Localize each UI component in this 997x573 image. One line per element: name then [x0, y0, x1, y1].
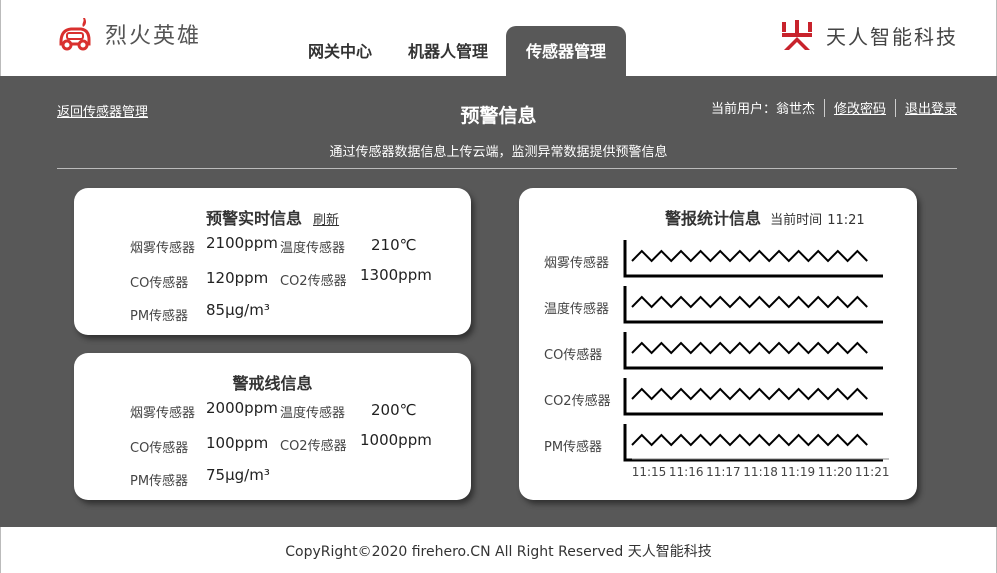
threshold-value: 75μg/m³ [206, 466, 270, 484]
refresh-link[interactable]: 刷新 [313, 213, 340, 228]
chart-series-line [631, 433, 868, 447]
page-subtitle: 通过传感器数据信息上传云端，监测异常数据提供预警信息 [329, 145, 668, 160]
sensor-label: CO2传感器 [280, 439, 347, 454]
sensor-value: 1300ppm [360, 266, 432, 284]
chart-series-axis [623, 240, 883, 278]
main-nav: 网关中心 机器人管理 传感器管理 [290, 26, 627, 76]
footer: CopyRight©2020 firehero.CN All Right Res… [0, 527, 997, 573]
separator [823, 98, 825, 117]
sensor-value: 120ppm [206, 269, 269, 287]
separator [894, 98, 896, 117]
sensor-label: 烟雾传感器 [130, 406, 196, 421]
chart-series-line [631, 295, 868, 309]
main-panel: 返回传感器管理 预警信息 当前用户： 翁世杰 修改密码 退出登录 通过传感器数据… [0, 76, 997, 527]
time-tick-label: 11:18 [743, 465, 778, 479]
logo-text: 烈火英雄 [105, 24, 202, 49]
current-time-value: 11:21 [827, 213, 865, 228]
chart-series-label: 温度传感器 [544, 302, 610, 317]
header-divider [57, 168, 957, 169]
company-logo-icon [782, 20, 812, 50]
alarm-stats-card: 警报统计信息 当前时间 11:21 烟雾传感器温度传感器 CO传感器 CO2传感器 P… [519, 188, 917, 500]
company-name: 天人智能科技 [826, 24, 958, 49]
sensor-value: 2100ppm [206, 234, 278, 252]
sensor-label: PM传感器 [130, 309, 189, 324]
change-password-link[interactable]: 修改密码 [833, 102, 886, 117]
top-header: 烈火英雄 网关中心 机器人管理 传感器管理 天人智能科技 [0, 0, 997, 76]
chart-series-label: PM传感器 [544, 440, 603, 455]
alarm-stats-title: 警报统计信息 [665, 209, 762, 228]
sensor-label: PM传感器 [130, 474, 189, 489]
sensor-label: 温度传感器 [280, 241, 346, 256]
sensor-label: CO传感器 [130, 276, 189, 291]
time-tick-label: 11:15 [632, 465, 667, 479]
sensor-label: 温度传感器 [280, 406, 346, 421]
copyright-text: CopyRight©2020 firehero.CN All Right Res… [285, 544, 712, 560]
sensor-label: CO2传感器 [280, 274, 347, 289]
threshold-value: 2000ppm [206, 399, 278, 417]
current-user-name: 翁世杰 [775, 102, 815, 117]
sensor-value: 85μg/m³ [206, 301, 270, 319]
tab-robot-management[interactable]: 机器人管理 [408, 42, 489, 61]
tab-sensor-management[interactable]: 传感器管理 [506, 26, 627, 76]
time-tick-label: 11:19 [781, 465, 816, 479]
logout-link[interactable]: 退出登录 [904, 102, 957, 117]
back-to-sensor-management-link[interactable]: 返回传感器管理 [57, 105, 149, 120]
sensor-label: 烟雾传感器 [130, 241, 196, 256]
realtime-alert-card: 预警实时信息 刷新 烟雾传感器 2100ppm 温度传感器 210℃ CO传感器… [74, 188, 471, 335]
time-tick-label: 11:16 [669, 465, 704, 479]
chart-series-label: CO传感器 [544, 348, 603, 363]
chart-series-axis [623, 332, 883, 370]
current-time-label: 当前时间 [770, 213, 823, 228]
threshold-value: 1000ppm [360, 431, 432, 449]
chart-series-label: 烟雾传感器 [544, 256, 610, 271]
threshold-value: 100ppm [206, 434, 269, 452]
company-brand: 天人智能科技 [780, 18, 958, 52]
alarm-stats-chart: 11:15 11:16 11:17 11:18 11:19 11:20 11:21 [623, 240, 890, 479]
app-logo[interactable]: 烈火英雄 [55, 14, 201, 54]
chart-series-line [631, 387, 868, 401]
threshold-title: 警戒线信息 [232, 374, 313, 393]
chart-series-line [631, 249, 868, 263]
chart-series-axis [623, 286, 883, 324]
chart-series-axis [623, 424, 883, 462]
time-tick-label: 11:20 [818, 465, 853, 479]
chart-series-label: CO2传感器 [544, 394, 611, 409]
time-tick-label: 11:21 [855, 465, 890, 479]
sensor-label: CO传感器 [130, 441, 189, 456]
fire-truck-logo-icon [59, 18, 91, 51]
chart-series-line [631, 341, 868, 355]
tab-gateway-center[interactable]: 网关中心 [308, 42, 373, 61]
time-tick-label: 11:17 [706, 465, 741, 479]
current-user-label: 当前用户： [710, 102, 776, 117]
sensor-value: 210℃ [371, 236, 417, 254]
user-bar: 当前用户： 翁世杰 修改密码 退出登录 [711, 98, 957, 117]
chart-series-axis [623, 378, 883, 416]
realtime-alert-title: 预警实时信息 [205, 209, 302, 228]
threshold-card: 警戒线信息 烟雾传感器 2000ppm 温度传感器 200℃ CO传感器 100… [74, 353, 471, 500]
threshold-value: 200℃ [371, 401, 417, 419]
